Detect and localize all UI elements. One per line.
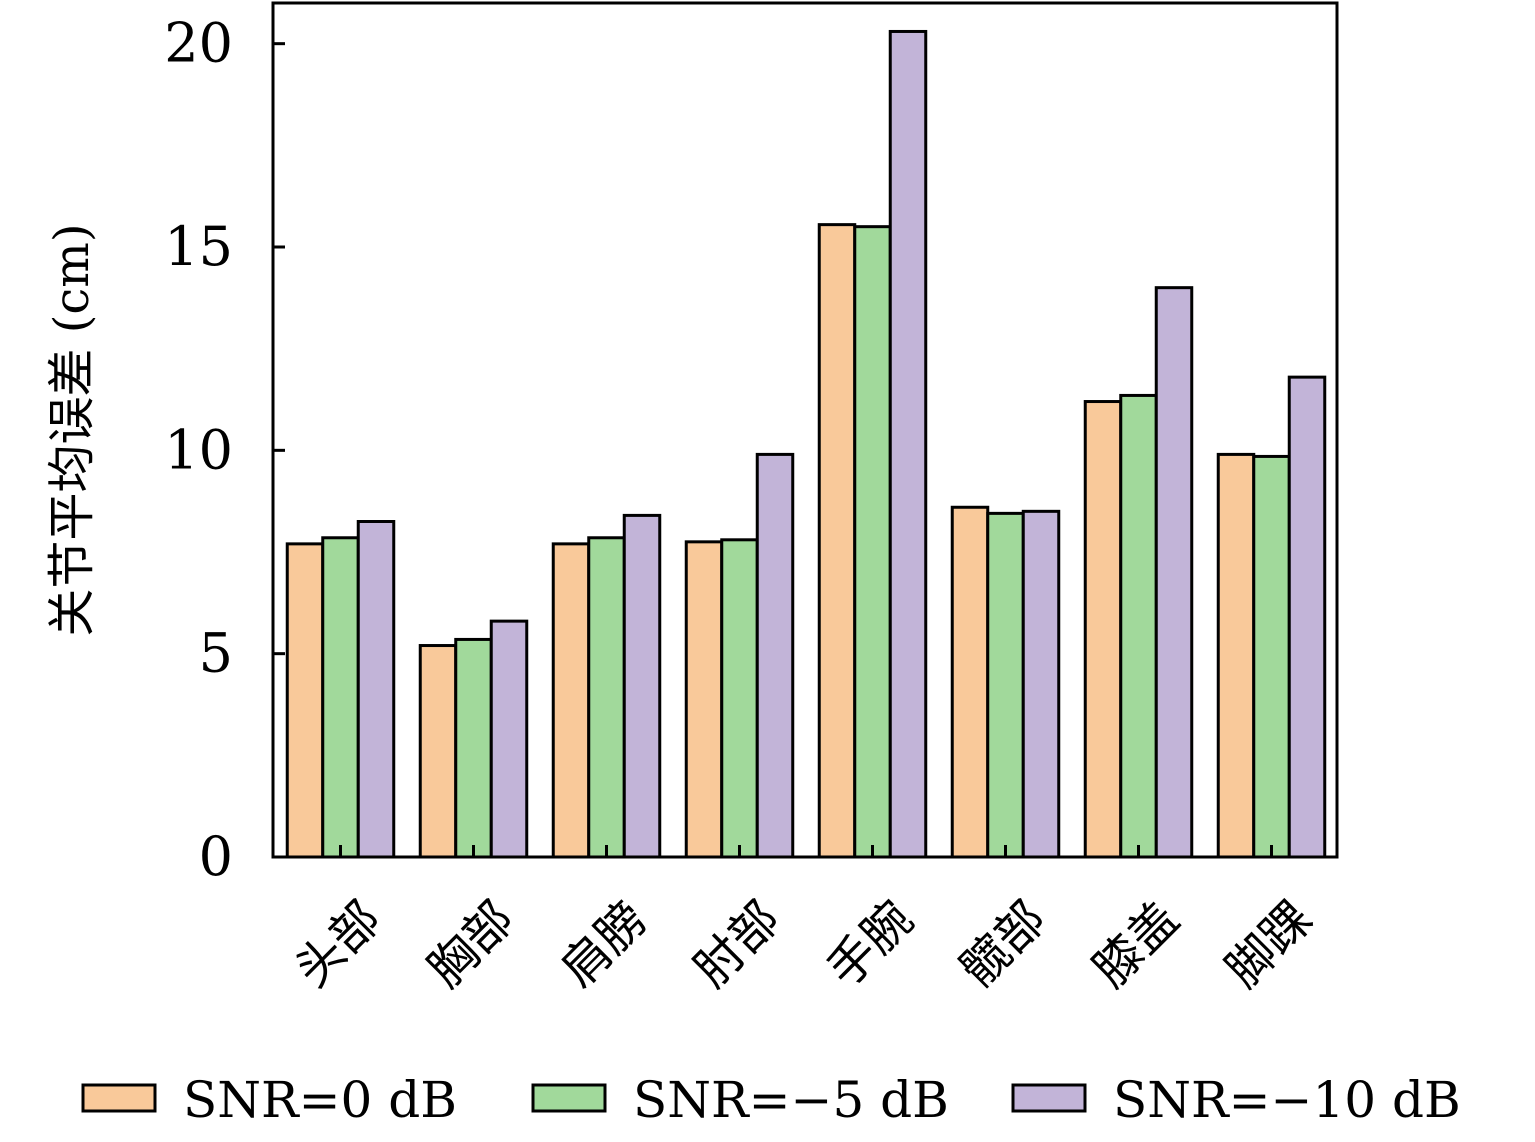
bar xyxy=(489,619,529,859)
y-tick-label: 10 xyxy=(164,418,233,481)
y-axis-label: 关节平均误差 (cm) xyxy=(44,223,100,636)
y-tick-label: 15 xyxy=(164,215,233,278)
x-category-label: 胸部 xyxy=(417,891,524,998)
x-category-label: 手腕 xyxy=(816,891,923,998)
x-axis-category-labels: 头部 胸部 肩膀 肘部 手腕 髋部 膝盖 脚踝 xyxy=(284,891,1322,998)
legend-label: SNR=−5 dB xyxy=(633,1071,949,1129)
y-tick-label: 0 xyxy=(199,825,233,888)
legend: SNR=0 dB SNR=−5 dB SNR=−10 dB xyxy=(81,1071,1461,1129)
bar xyxy=(986,511,1025,859)
bar xyxy=(1287,375,1327,859)
legend-swatch xyxy=(81,1083,157,1113)
legend-label: SNR=−10 dB xyxy=(1113,1071,1461,1129)
bar xyxy=(1021,509,1061,859)
bar xyxy=(720,538,759,859)
bar xyxy=(551,542,591,859)
x-category-label: 脚踝 xyxy=(1215,891,1322,998)
legend-label: SNR=0 dB xyxy=(183,1071,457,1129)
bar xyxy=(888,29,928,859)
bar xyxy=(950,505,990,859)
y-tick-label: 5 xyxy=(199,622,233,685)
bar xyxy=(1252,454,1291,859)
x-category-label: 膝盖 xyxy=(1082,891,1189,998)
x-category-label: 肩膀 xyxy=(550,891,657,998)
y-tick-label: 20 xyxy=(164,12,233,75)
legend-swatch xyxy=(1011,1083,1087,1113)
bar xyxy=(321,536,360,859)
bar xyxy=(418,644,458,859)
x-category-label: 髋部 xyxy=(949,891,1056,998)
bar xyxy=(755,452,795,859)
x-axis-ticks xyxy=(339,845,1273,857)
bar xyxy=(285,542,325,859)
bar xyxy=(817,223,857,859)
bar xyxy=(853,225,892,859)
bar xyxy=(587,536,626,859)
bar xyxy=(622,513,662,859)
bar xyxy=(684,540,724,859)
bar xyxy=(356,520,396,859)
bars-group xyxy=(285,29,1327,859)
bar xyxy=(1154,286,1194,859)
bar xyxy=(1119,393,1158,859)
legend-swatch xyxy=(531,1083,607,1113)
plot-area-frame xyxy=(271,1,1339,859)
bar xyxy=(454,637,493,859)
y-axis-ticks: 0 5 10 15 20 xyxy=(164,12,285,888)
x-category-label: 肘部 xyxy=(683,891,790,998)
x-category-label: 头部 xyxy=(284,891,391,998)
bar xyxy=(1216,452,1256,859)
bar xyxy=(1083,400,1123,859)
